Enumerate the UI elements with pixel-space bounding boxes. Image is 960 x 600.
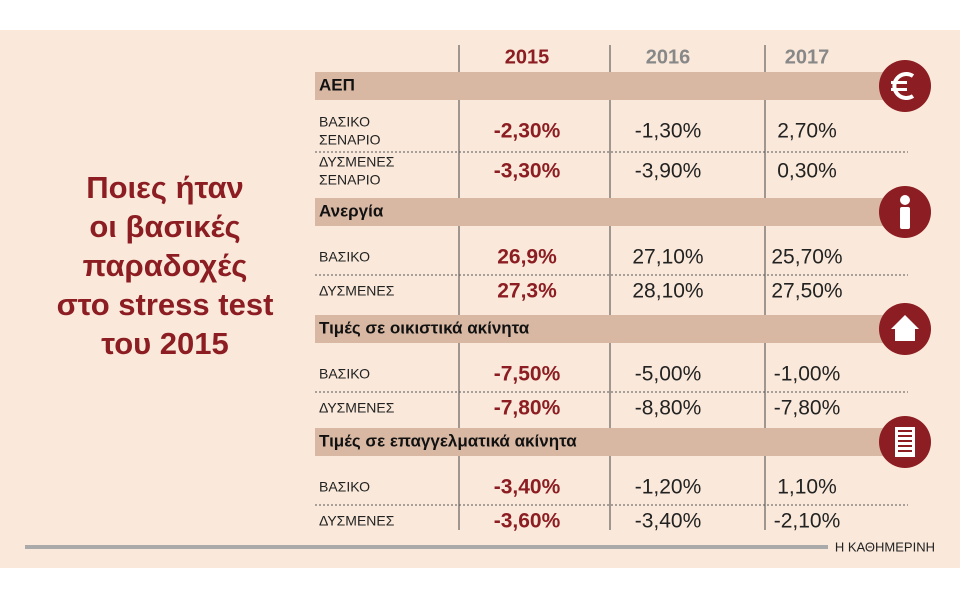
building-floor — [898, 445, 912, 447]
title-line: παραδοχές — [83, 248, 248, 283]
column-header: 2015 — [505, 46, 550, 68]
row-label: ΒΑΣΙΚΟ — [319, 114, 370, 130]
title-line: Ποιες ήταν — [86, 170, 244, 205]
section-name: Ανεργία — [319, 201, 384, 220]
cell-value: -3,40% — [635, 510, 702, 533]
cell-value: 25,70% — [771, 246, 842, 269]
title-line: οι βασικές — [89, 209, 240, 244]
cell-value: -1,30% — [635, 120, 702, 143]
row-label: ΔΥΣΜΕΝΕΣ — [319, 154, 395, 170]
cell-value: -3,30% — [494, 160, 561, 183]
title-line: του 2015 — [101, 326, 229, 361]
section-bar — [315, 428, 908, 456]
row-label: ΔΥΣΜΕΝΕΣ — [319, 283, 395, 299]
cell-value: -7,80% — [494, 397, 561, 420]
row-label: ΣΕΝΑΡΙΟ — [319, 172, 381, 188]
building-floor — [898, 435, 912, 437]
cell-value: 1,10% — [777, 476, 837, 499]
column-header: 2017 — [785, 46, 830, 68]
cell-value: -8,80% — [635, 397, 702, 420]
section-icon — [879, 60, 931, 112]
title-line: στο stress test — [57, 287, 274, 322]
cell-value: -7,50% — [494, 363, 561, 386]
row-label: ΔΥΣΜΕΝΕΣ — [319, 513, 395, 529]
cell-value: -3,90% — [635, 160, 702, 183]
cell-value: -7,80% — [774, 397, 841, 420]
section-name: Τιμές σε επαγγελματικά ακίνητα — [319, 431, 577, 450]
cell-value: 27,10% — [632, 246, 703, 269]
cell-value: 26,9% — [497, 246, 557, 269]
row-label: ΔΥΣΜΕΝΕΣ — [319, 400, 395, 416]
person-head — [900, 195, 910, 205]
footer: Η ΚΑΘΗΜΕΡΙΝΗ — [835, 539, 935, 554]
section-name: ΑΕΠ — [319, 75, 355, 94]
building-floor — [898, 430, 912, 432]
cell-value: 28,10% — [632, 280, 703, 303]
cell-value: 27,50% — [771, 280, 842, 303]
panel — [0, 30, 960, 568]
row-label: ΒΑΣΙΚΟ — [319, 479, 370, 495]
cell-value: -2,30% — [494, 120, 561, 143]
section-bar — [315, 72, 908, 100]
row-label: ΒΑΣΙΚΟ — [319, 366, 370, 382]
cell-value: 0,30% — [777, 160, 837, 183]
cell-value: -1,00% — [774, 363, 841, 386]
column-header: 2016 — [646, 46, 691, 68]
cell-value: -3,40% — [494, 476, 561, 499]
cell-value: -2,10% — [774, 510, 841, 533]
euro-icon — [892, 72, 915, 100]
cell-value: 27,3% — [497, 280, 557, 303]
cell-value: -3,60% — [494, 510, 561, 533]
house-icon — [891, 315, 919, 341]
cell-value: 2,70% — [777, 120, 837, 143]
euro-bar — [891, 81, 907, 84]
person-body — [900, 207, 910, 229]
section-bar — [315, 198, 908, 226]
row-label: ΣΕΝΑΡΙΟ — [319, 132, 381, 148]
section-bar — [315, 315, 908, 343]
building-floor — [898, 450, 912, 452]
euro-bar — [891, 88, 907, 91]
section-name: Τιμές σε οικιστικά ακίνητα — [319, 318, 530, 337]
row-label: ΒΑΣΙΚΟ — [319, 249, 370, 265]
cell-value: -1,20% — [635, 476, 702, 499]
building-floor — [898, 440, 912, 442]
cell-value: -5,00% — [635, 363, 702, 386]
